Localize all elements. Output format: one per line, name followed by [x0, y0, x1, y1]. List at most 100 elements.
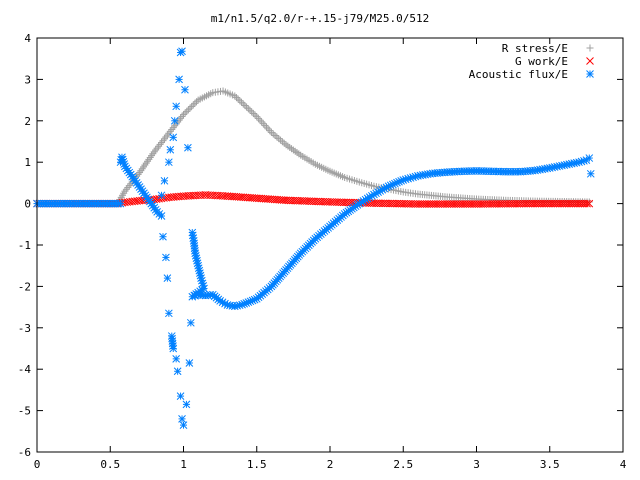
- data-point: [172, 102, 181, 111]
- data-point: [157, 212, 166, 220]
- data-point: [251, 111, 259, 119]
- data-point: [181, 109, 189, 117]
- data-point: [169, 133, 178, 142]
- data-point: [116, 199, 125, 208]
- x-tick-label: 0: [34, 458, 41, 471]
- data-point: [179, 421, 188, 429]
- data-point: [188, 103, 196, 111]
- y-tick-label: -2: [18, 280, 31, 293]
- data-point: [182, 400, 191, 409]
- data-point: [586, 169, 595, 178]
- data-point: [246, 106, 254, 114]
- legend-label: G work/E: [515, 55, 568, 68]
- data-point: [236, 97, 244, 105]
- y-tick-label: -6: [18, 446, 31, 459]
- series-2: [33, 47, 595, 429]
- data-point: [193, 98, 201, 106]
- data-point: [249, 109, 257, 117]
- x-tick-label: 3.5: [540, 458, 560, 471]
- chart-title: m1/n1.5/q2.0/r-+.15-j79/M25.0/512: [211, 12, 430, 25]
- data-point: [232, 94, 240, 102]
- data-point: [172, 354, 181, 363]
- y-tick-label: 1: [24, 156, 31, 169]
- data-point: [173, 367, 182, 376]
- data-point: [269, 130, 277, 138]
- data-point: [243, 103, 251, 111]
- data-point: [169, 344, 178, 353]
- data-point: [234, 95, 242, 103]
- plot-frame: [36, 37, 624, 453]
- data-point: [253, 113, 261, 121]
- data-point: [181, 85, 189, 94]
- data-point: [159, 232, 167, 241]
- data-point: [191, 99, 199, 107]
- legend-label: R stress/E: [502, 42, 568, 55]
- data-point: [164, 309, 173, 318]
- data-point: [184, 143, 192, 152]
- x-tick-label: 1.5: [247, 458, 267, 471]
- data-point: [160, 176, 169, 185]
- data-point: [284, 142, 292, 150]
- data-point: [184, 106, 192, 114]
- data-point: [244, 105, 252, 113]
- data-point: [263, 123, 271, 131]
- data-point: [157, 191, 166, 200]
- data-point: [231, 92, 239, 100]
- data-point: [282, 141, 290, 149]
- legend-marker: [586, 44, 594, 52]
- data-point: [238, 98, 246, 106]
- y-tick-label: -3: [18, 322, 31, 335]
- data-point: [241, 102, 249, 110]
- data-point: [178, 415, 186, 423]
- axis-ticks: 0 0.5 1 1.5 2 2.5 3 3.5 4 4 3 2 1 0 -1 -2 -3 -4 -5 -6: [18, 32, 627, 471]
- data-point: [267, 128, 275, 136]
- series-0: [33, 87, 593, 208]
- y-tick-label: -1: [18, 239, 31, 252]
- x-tick-label: 1: [180, 458, 187, 471]
- data-point: [185, 359, 194, 367]
- data-point: [583, 199, 591, 208]
- legend-marker: [586, 57, 594, 65]
- data-point: [289, 146, 297, 154]
- data-point: [176, 392, 185, 400]
- y-tick-label: 2: [24, 115, 31, 128]
- data-point: [189, 101, 197, 109]
- x-tick-label: 4: [620, 458, 627, 471]
- plot-area: [33, 47, 595, 429]
- data-point: [258, 118, 266, 126]
- legend-marker: [586, 70, 594, 78]
- data-point: [585, 199, 594, 208]
- y-tick-label: -5: [18, 405, 31, 418]
- data-point: [295, 150, 303, 158]
- data-point: [280, 139, 288, 147]
- data-point: [186, 104, 194, 112]
- data-point: [293, 149, 301, 157]
- data-point: [164, 158, 173, 167]
- x-tick-label: 2.5: [393, 458, 413, 471]
- data-point: [278, 138, 286, 146]
- data-point: [175, 75, 183, 84]
- data-point: [261, 121, 269, 129]
- data-point: [288, 145, 296, 153]
- data-point: [259, 120, 267, 128]
- data-point: [275, 135, 283, 143]
- y-tick-label: 4: [24, 32, 31, 45]
- data-point: [178, 47, 186, 56]
- data-point: [256, 116, 264, 124]
- data-point: [277, 136, 285, 144]
- legend-label: Acoustic flux/E: [469, 68, 568, 81]
- x-tick-label: 3: [473, 458, 480, 471]
- x-tick-label: 2: [327, 458, 334, 471]
- data-point: [273, 133, 281, 141]
- data-point: [585, 154, 594, 162]
- data-point: [162, 253, 170, 262]
- data-point: [266, 127, 274, 135]
- data-point: [180, 111, 187, 119]
- data-point: [291, 147, 299, 155]
- data-point: [170, 116, 179, 125]
- data-point: [264, 125, 272, 133]
- data-point: [254, 114, 262, 122]
- data-point: [166, 145, 175, 154]
- data-point: [271, 131, 279, 139]
